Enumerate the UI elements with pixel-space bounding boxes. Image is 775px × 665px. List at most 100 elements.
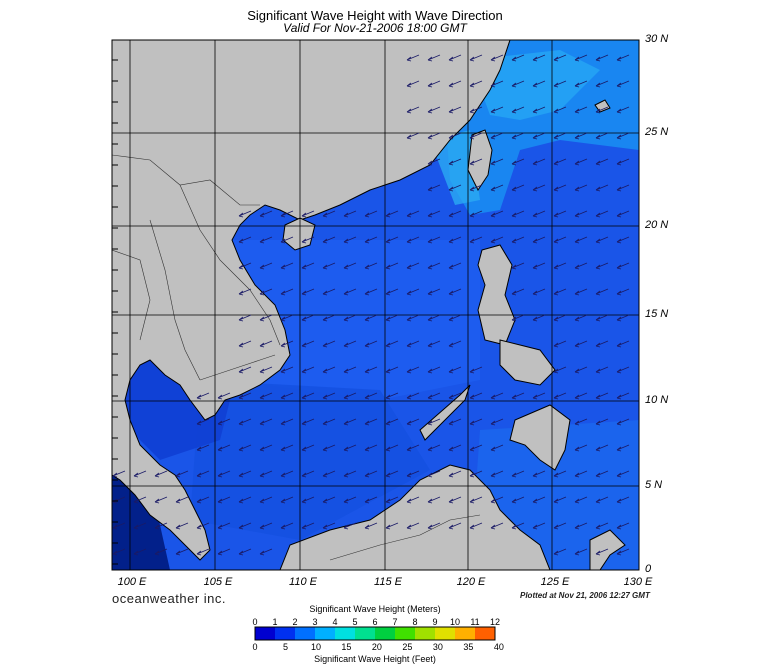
wave-arrow xyxy=(196,418,210,426)
wave-arrow xyxy=(532,210,546,218)
wave-arrow xyxy=(238,444,252,452)
wave-arrow xyxy=(343,496,357,504)
colorbar-tick-feet: 30 xyxy=(432,642,443,652)
wave-arrow xyxy=(406,54,420,62)
wave-arrow xyxy=(511,106,525,114)
wave-arrow xyxy=(364,444,378,452)
wave-arrow xyxy=(469,418,483,426)
colorbar-tick-feet: 5 xyxy=(282,642,288,652)
colorbar-segment xyxy=(255,627,276,640)
wave-arrow xyxy=(469,444,483,452)
lat-label-15: 15 N xyxy=(645,308,669,320)
wave-arrow xyxy=(595,132,609,140)
wave-arrow xyxy=(259,236,273,244)
wave-arrow xyxy=(553,54,567,62)
colorbar-segment xyxy=(415,627,436,640)
wave-arrow xyxy=(616,132,630,140)
wave-arrow xyxy=(427,210,441,218)
wave-arrow xyxy=(280,262,294,270)
colorbar-tick-feet: 25 xyxy=(402,642,413,652)
wave-arrow xyxy=(532,80,546,88)
wave-arrow xyxy=(532,496,546,504)
land-sulawesi xyxy=(589,529,626,570)
wave-arrow xyxy=(406,210,420,218)
wave-arrow xyxy=(175,522,189,530)
wave-arrow xyxy=(301,288,315,296)
wave-arrow xyxy=(553,184,567,192)
land-ryukyu xyxy=(594,99,611,113)
wave-arrow xyxy=(406,288,420,296)
wave-arrow xyxy=(154,522,168,530)
colorbar-segment xyxy=(295,627,316,640)
wave-arrow xyxy=(574,54,588,62)
wave-arrow xyxy=(448,236,462,244)
wave-arrow xyxy=(385,340,399,348)
wave-arrow xyxy=(238,548,252,556)
wave-arrow xyxy=(490,158,504,166)
wave-arrow xyxy=(322,262,336,270)
wave-arrow xyxy=(448,418,462,426)
wave-arrow xyxy=(553,548,567,556)
wave-arrow xyxy=(385,366,399,374)
wave-arrow xyxy=(301,236,315,244)
wave-arrow xyxy=(322,522,336,530)
wave-arrow xyxy=(238,314,252,322)
wave-arrow xyxy=(511,236,525,244)
wave-arrow xyxy=(448,392,462,400)
lat-label-25: 25 N xyxy=(645,126,669,138)
colorbar-tick-meters: 9 xyxy=(432,617,438,627)
wave-arrow xyxy=(595,548,609,556)
wave-arrow xyxy=(532,470,546,478)
wave-arrow xyxy=(343,210,357,218)
frame-ticks xyxy=(112,59,118,565)
wave-arrow xyxy=(364,366,378,374)
wave-arrow xyxy=(616,340,630,348)
wave-arrow xyxy=(259,522,273,530)
border-laos xyxy=(179,184,281,346)
wave-arrow xyxy=(427,80,441,88)
colorbar-segment xyxy=(435,627,456,640)
wave-arrow xyxy=(469,80,483,88)
wave-arrow xyxy=(364,262,378,270)
wave-arrow xyxy=(553,288,567,296)
wave-arrow xyxy=(511,132,525,140)
wave-arrow xyxy=(616,158,630,166)
wave-arrow xyxy=(406,80,420,88)
wave-arrow xyxy=(154,548,168,556)
wave-arrow xyxy=(322,288,336,296)
wave-arrow xyxy=(448,54,462,62)
wave-arrow xyxy=(364,210,378,218)
wave-arrow xyxy=(595,106,609,114)
wave-arrow xyxy=(238,340,252,348)
wave-arrow xyxy=(595,340,609,348)
wave-arrow xyxy=(259,392,273,400)
wave-arrow xyxy=(490,236,504,244)
wave-arrow xyxy=(616,470,630,478)
wave-arrow xyxy=(238,418,252,426)
wave-arrow xyxy=(532,132,546,140)
wave-arrow xyxy=(406,340,420,348)
wave-arrow xyxy=(301,470,315,478)
wave-arrow xyxy=(406,314,420,322)
wave-arrow xyxy=(511,54,525,62)
wave-arrow xyxy=(448,132,462,140)
wave-arrow xyxy=(490,106,504,114)
land-palawan xyxy=(419,384,471,441)
wave-arrow xyxy=(301,496,315,504)
wave-arrow xyxy=(406,236,420,244)
land-borneo xyxy=(279,464,551,570)
wave-arrow xyxy=(238,210,252,218)
wave-arrow xyxy=(427,54,441,62)
wave-arrow xyxy=(490,470,504,478)
colorbar-segment xyxy=(355,627,376,640)
wave-arrow xyxy=(469,522,483,530)
colorbar-tick-meters: 12 xyxy=(489,617,501,627)
wave-arrow xyxy=(427,392,441,400)
wave-arrow xyxy=(511,470,525,478)
wave-arrow xyxy=(469,496,483,504)
wave-arrow xyxy=(574,210,588,218)
wave-arrow xyxy=(238,236,252,244)
wave-arrow xyxy=(469,184,483,192)
wave-arrow xyxy=(175,496,189,504)
